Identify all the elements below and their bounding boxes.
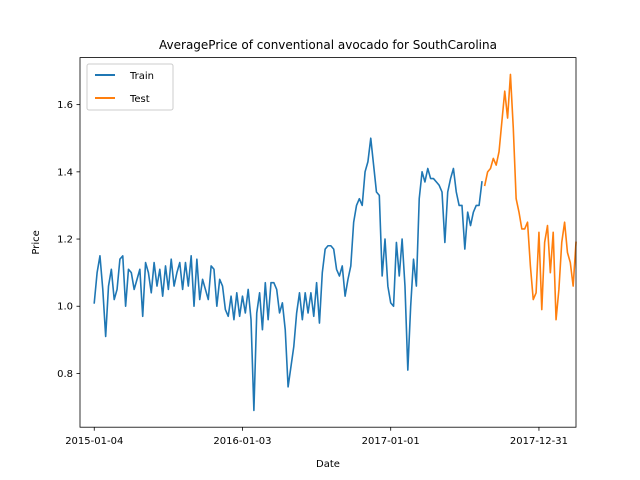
x-tick-label: 2016-01-03 [213,436,271,447]
y-tick-label: 1.2 [57,235,73,246]
y-tick-label: 1.4 [57,167,73,178]
x-tick-label: 2015-01-04 [65,436,123,447]
y-tick-label: 1.0 [57,302,73,313]
x-axis-label: Date [316,459,340,470]
y-tick-label: 0.8 [57,369,73,380]
series-layer [93,73,577,412]
legend-label-train: Train [129,71,154,82]
x-axis-ticks: 2015-01-04 2016-01-03 2017-01-01 2017-12-31 [65,427,568,447]
plot-area [80,57,576,428]
y-axis-ticks: 0.8 1.0 1.2 1.4 1.6 [57,100,80,380]
y-tick-label: 1.6 [57,100,73,111]
chart-title: AveragePrice of conventional avocado for… [159,38,497,52]
x-tick-label: 2017-12-31 [510,436,568,447]
x-tick-label: 2017-01-01 [362,436,420,447]
y-axis-label: Price [31,230,42,254]
legend-label-test: Test [129,94,150,105]
legend: Train Test [86,63,174,111]
axes-frame [79,57,577,428]
series-line-train [93,137,483,412]
series-line-test [483,73,577,321]
